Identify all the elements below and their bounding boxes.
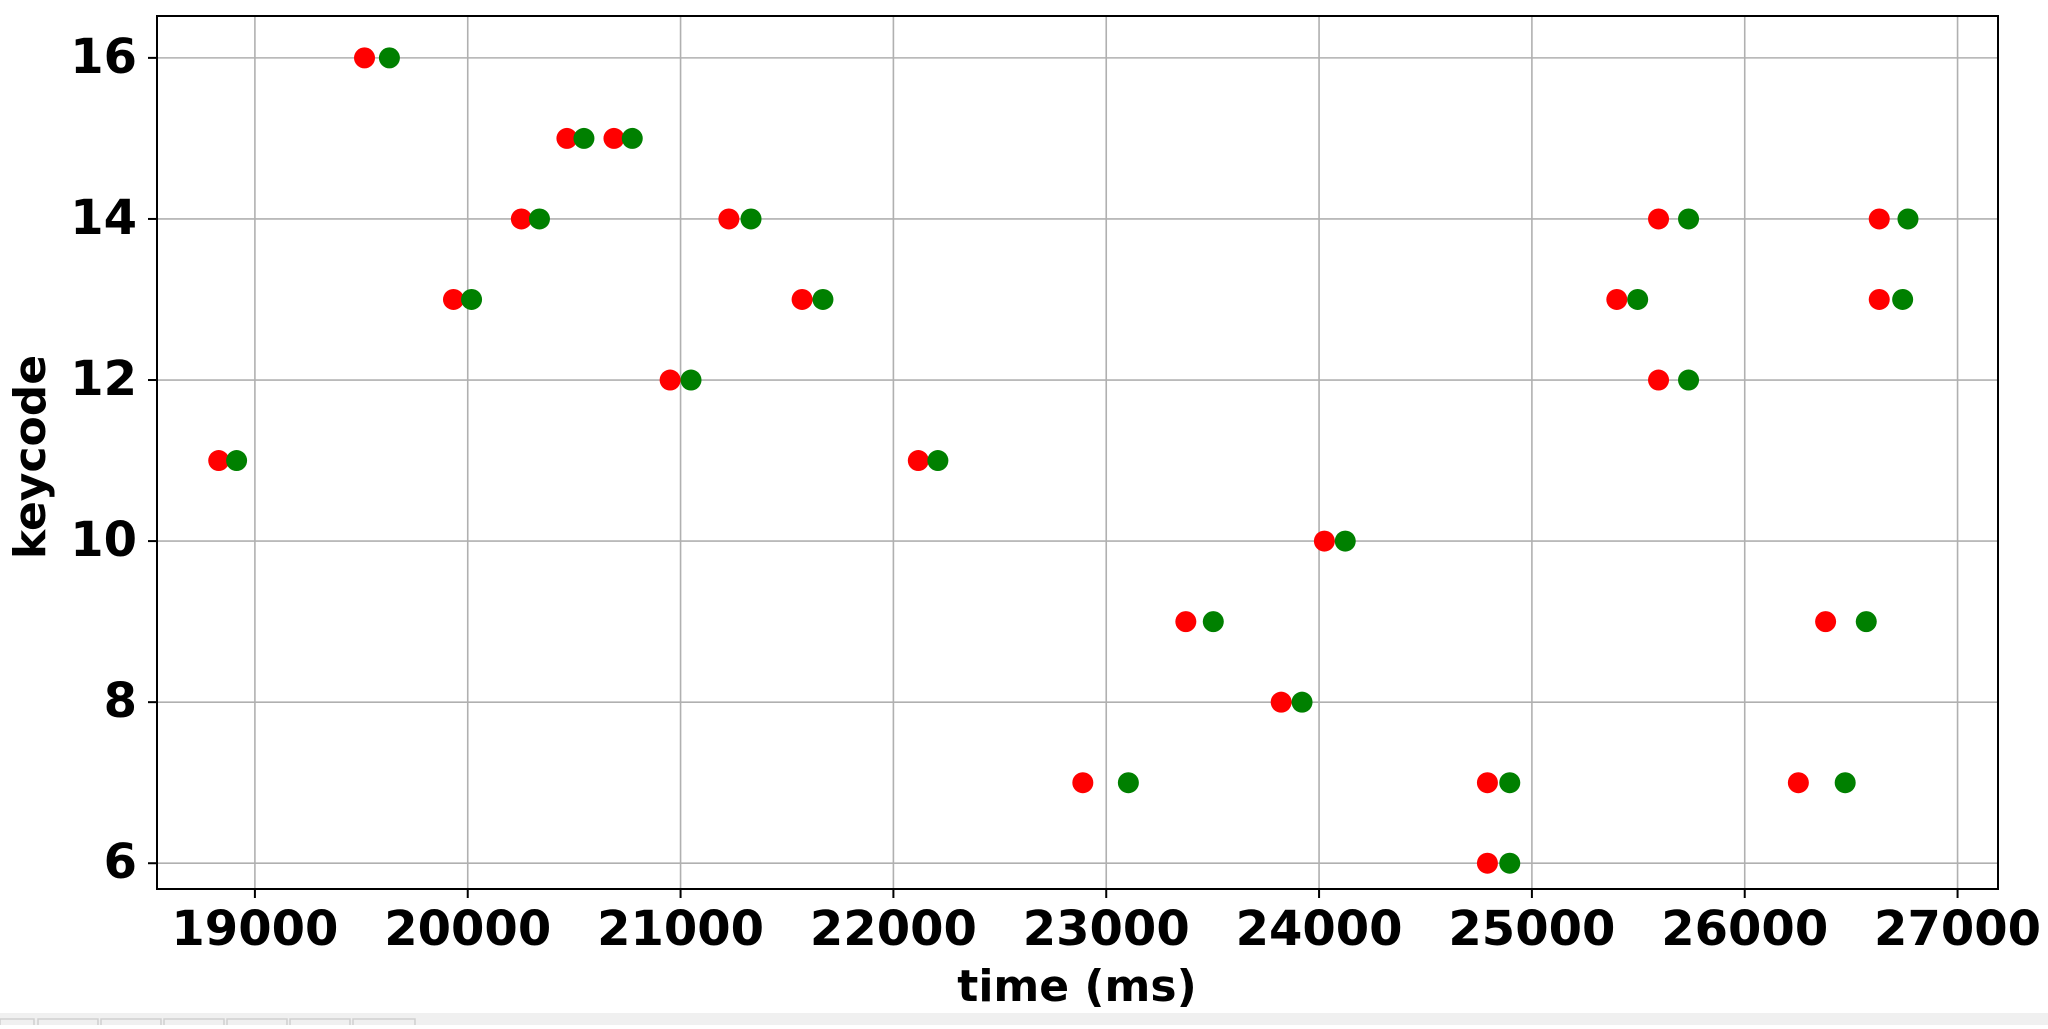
- point: [740, 208, 762, 230]
- point: [1072, 772, 1094, 794]
- point: [1868, 288, 1890, 310]
- point: [812, 288, 834, 310]
- y-tick-label: 10: [70, 512, 137, 568]
- point: [791, 288, 813, 310]
- point: [1855, 611, 1877, 633]
- x-tick-label: 25000: [1448, 901, 1615, 957]
- x-tick-label: 23000: [1023, 901, 1190, 957]
- x-tick-label: 22000: [810, 901, 977, 957]
- point: [1499, 852, 1521, 874]
- x-tick-label: 20000: [384, 901, 551, 957]
- point: [1787, 772, 1809, 794]
- point: [1834, 772, 1856, 794]
- x-tick-label: 27000: [1874, 901, 2041, 957]
- point: [718, 208, 740, 230]
- point: [556, 127, 578, 149]
- point: [442, 288, 464, 310]
- x-tick-label: 26000: [1661, 901, 1828, 957]
- point: [1897, 208, 1919, 230]
- point: [461, 288, 483, 310]
- point: [1868, 208, 1890, 230]
- point: [1627, 288, 1649, 310]
- point: [1117, 772, 1139, 794]
- point: [354, 47, 376, 69]
- point: [1334, 530, 1356, 552]
- point: [1202, 611, 1224, 633]
- x-tick-label: 19000: [171, 901, 338, 957]
- point: [1270, 691, 1292, 713]
- point: [659, 369, 681, 391]
- point: [1648, 208, 1670, 230]
- point: [1476, 852, 1498, 874]
- x-tick-label: 24000: [1236, 901, 1403, 957]
- point: [1313, 530, 1335, 552]
- x-axis-label: time (ms): [957, 961, 1196, 1012]
- point: [573, 127, 595, 149]
- point: [1815, 611, 1837, 633]
- point: [1291, 691, 1313, 713]
- point: [1892, 288, 1914, 310]
- y-axis-label: keycode: [5, 355, 56, 559]
- grid: [157, 16, 1998, 889]
- point: [528, 208, 550, 230]
- point: [621, 127, 643, 149]
- point: [927, 450, 949, 472]
- bottom-strip: [0, 1013, 2048, 1025]
- point: [1678, 369, 1700, 391]
- point: [680, 369, 702, 391]
- point: [1499, 772, 1521, 794]
- y-tick-label: 12: [70, 351, 137, 407]
- point: [603, 127, 625, 149]
- point: [1476, 772, 1498, 794]
- point: [226, 450, 248, 472]
- y-tick-label: 16: [70, 29, 137, 85]
- point: [1606, 288, 1628, 310]
- y-tick-label: 8: [104, 673, 137, 729]
- point: [378, 47, 400, 69]
- point: [510, 208, 532, 230]
- y-tick-label: 6: [104, 834, 137, 890]
- point: [907, 450, 929, 472]
- point: [1175, 611, 1197, 633]
- point: [1648, 369, 1670, 391]
- point: [1678, 208, 1700, 230]
- y-tick-label: 14: [70, 190, 137, 246]
- point: [208, 450, 230, 472]
- x-tick-label: 21000: [597, 901, 764, 957]
- plot-frame: [156, 15, 1999, 890]
